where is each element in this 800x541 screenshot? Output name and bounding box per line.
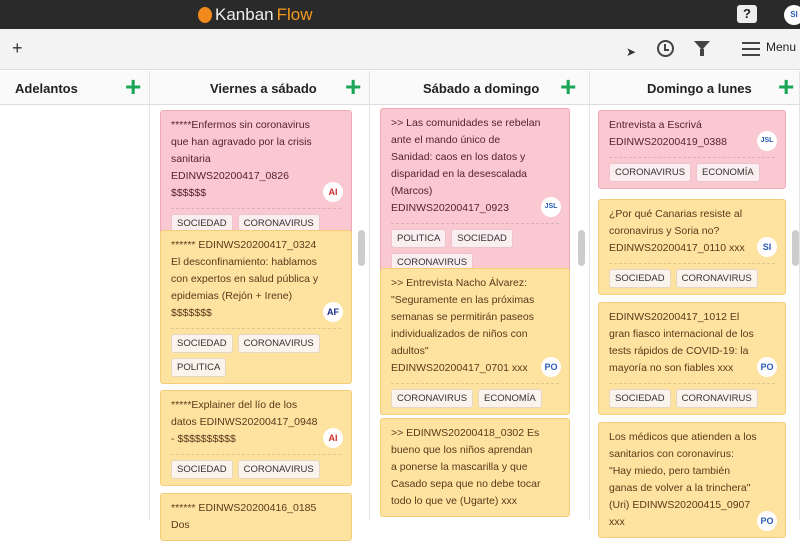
tag-politica[interactable]: POLITICA [391, 229, 447, 248]
top-bar: Kanban Flow ? SI [0, 0, 800, 29]
tag-sociedad[interactable]: SOCIEDAD [609, 269, 671, 288]
menu-button[interactable]: Menu [766, 40, 797, 54]
assignee-avatar[interactable]: AI [323, 182, 343, 202]
column-1: *****Enfermos sin coronavirus que han ag… [150, 105, 370, 541]
column-title: Domingo a lunes [647, 81, 752, 96]
column-scrollbar[interactable] [792, 230, 799, 266]
column-title: Sábado a domingo [423, 81, 540, 96]
tag-list: SOCIEDAD CORONAVIRUS POLITICA [171, 334, 341, 377]
column-title: Adelantos [15, 81, 78, 96]
user-avatar[interactable]: SI [784, 5, 800, 25]
add-task-button[interactable]: + [778, 71, 795, 102]
task-card[interactable]: EDINWS20200417_1012 El gran fiasco inter… [598, 302, 786, 415]
assignee-avatar[interactable]: PO [757, 357, 777, 377]
tag-list: SOCIEDAD CORONAVIRUS [171, 460, 341, 479]
task-card[interactable]: Los médicos que atienden a los sanitario… [598, 422, 786, 538]
tag-coronavirus[interactable]: CORONAVIRUS [675, 269, 758, 288]
clock-icon[interactable] [657, 40, 674, 57]
task-card[interactable]: >> Las comunidades se rebelan ante el ma… [380, 108, 570, 279]
task-text: >> EDINWS20200418_0302 Es bueno que los … [391, 427, 541, 507]
card-divider [391, 223, 559, 224]
task-card[interactable]: *****Explainer del lío de los datos EDIN… [160, 390, 352, 486]
tag-list: POLITICA SOCIEDAD CORONAVIRUS [391, 229, 559, 272]
tag-economía[interactable]: ECONOMÍA [696, 163, 760, 182]
task-card[interactable]: Entrevista a Escrivá EDINWS20200419_0388… [598, 110, 786, 189]
column-2: >> Las comunidades se rebelan ante el ma… [370, 105, 590, 520]
tag-sociedad[interactable]: SOCIEDAD [609, 389, 671, 408]
column-title: Viernes a sábado [210, 81, 317, 96]
column-header: Viernes a sábado + [150, 71, 370, 105]
assignee-avatar[interactable]: SI [757, 237, 777, 257]
tag-list: CORONAVIRUS ECONOMÍA [391, 389, 559, 408]
task-text: Entrevista a Escrivá EDINWS20200419_0388 [609, 119, 727, 148]
column-scrollbar[interactable] [358, 230, 365, 266]
column-header: Domingo a lunes + [590, 71, 800, 105]
tag-coronavirus[interactable]: CORONAVIRUS [237, 334, 320, 353]
filter-icon[interactable] [694, 41, 710, 56]
assignee-avatar[interactable]: AI [323, 428, 343, 448]
task-card[interactable]: ¿Por qué Canarias resiste al coronavirus… [598, 199, 786, 295]
task-text: EDINWS20200417_1012 El gran fiasco inter… [609, 311, 754, 374]
help-button[interactable]: ? [737, 5, 757, 23]
assignee-avatar[interactable]: JSL [541, 197, 561, 217]
add-task-button[interactable]: + [125, 71, 142, 102]
column-scrollbar[interactable] [578, 230, 585, 266]
mouse-cursor-icon: ➤ [626, 45, 637, 59]
assignee-avatar[interactable]: PO [757, 511, 777, 531]
menu-icon[interactable] [742, 42, 760, 56]
tag-list: SOCIEDAD CORONAVIRUS [609, 389, 775, 408]
column-header: Sábado a domingo + [370, 71, 590, 105]
toolbar: + ➤ Menu [0, 29, 800, 70]
tag-sociedad[interactable]: SOCIEDAD [171, 460, 233, 479]
tag-coronavirus[interactable]: CORONAVIRUS [237, 460, 320, 479]
add-column-button[interactable]: + [12, 38, 23, 58]
tag-economía[interactable]: ECONOMÍA [478, 389, 542, 408]
task-text: ¿Por qué Canarias resiste al coronavirus… [609, 208, 745, 254]
card-divider [171, 454, 341, 455]
tag-coronavirus[interactable]: CORONAVIRUS [675, 389, 758, 408]
task-card[interactable]: >> EDINWS20200418_0302 Es bueno que los … [380, 418, 570, 517]
task-card[interactable]: >> Entrevista Nacho Álvarez: "Segurament… [380, 268, 570, 415]
task-card[interactable]: ****** EDINWS20200416_0185 Dos [160, 493, 352, 541]
column-header: Adelantos + [0, 71, 150, 105]
card-divider [609, 157, 775, 158]
add-task-button[interactable]: + [345, 71, 362, 102]
column-3: Entrevista a Escrivá EDINWS20200419_0388… [590, 105, 800, 538]
tag-list: CORONAVIRUS ECONOMÍA [609, 163, 775, 182]
assignee-avatar[interactable]: JSL [757, 131, 777, 151]
card-divider [609, 263, 775, 264]
task-text: >> Entrevista Nacho Álvarez: "Segurament… [391, 277, 535, 374]
card-divider [609, 383, 775, 384]
card-divider [171, 328, 341, 329]
tag-coronavirus[interactable]: CORONAVIRUS [609, 163, 692, 182]
task-text: *****Explainer del lío de los datos EDIN… [171, 399, 318, 445]
column-0 [0, 105, 150, 520]
task-text: *****Enfermos sin coronavirus que han ag… [171, 119, 312, 199]
assignee-avatar[interactable]: AF [323, 302, 343, 322]
assignee-avatar[interactable]: PO [541, 357, 561, 377]
card-divider [171, 208, 341, 209]
add-task-button[interactable]: + [560, 71, 577, 102]
logo-text-flow: Flow [276, 5, 313, 24]
logo-text: Kanban [215, 5, 274, 24]
task-text: ****** EDINWS20200417_0324 El desconfina… [171, 239, 319, 319]
tag-politica[interactable]: POLITICA [171, 358, 227, 377]
tag-list: SOCIEDAD CORONAVIRUS [171, 214, 341, 233]
kanbanflow-logo[interactable]: Kanban Flow [198, 5, 313, 25]
tag-sociedad[interactable]: SOCIEDAD [451, 229, 513, 248]
task-card[interactable]: ****** EDINWS20200417_0324 El desconfina… [160, 230, 352, 384]
task-card[interactable]: *****Enfermos sin coronavirus que han ag… [160, 110, 352, 240]
card-divider [391, 383, 559, 384]
task-text: ****** EDINWS20200416_0185 Dos [171, 502, 317, 531]
task-text: >> Las comunidades se rebelan ante el ma… [391, 117, 541, 214]
logo-flame-icon [198, 7, 212, 23]
tag-sociedad[interactable]: SOCIEDAD [171, 334, 233, 353]
task-text: Los médicos que atienden a los sanitario… [609, 431, 757, 528]
tag-list: SOCIEDAD CORONAVIRUS [609, 269, 775, 288]
tag-coronavirus[interactable]: CORONAVIRUS [391, 389, 474, 408]
